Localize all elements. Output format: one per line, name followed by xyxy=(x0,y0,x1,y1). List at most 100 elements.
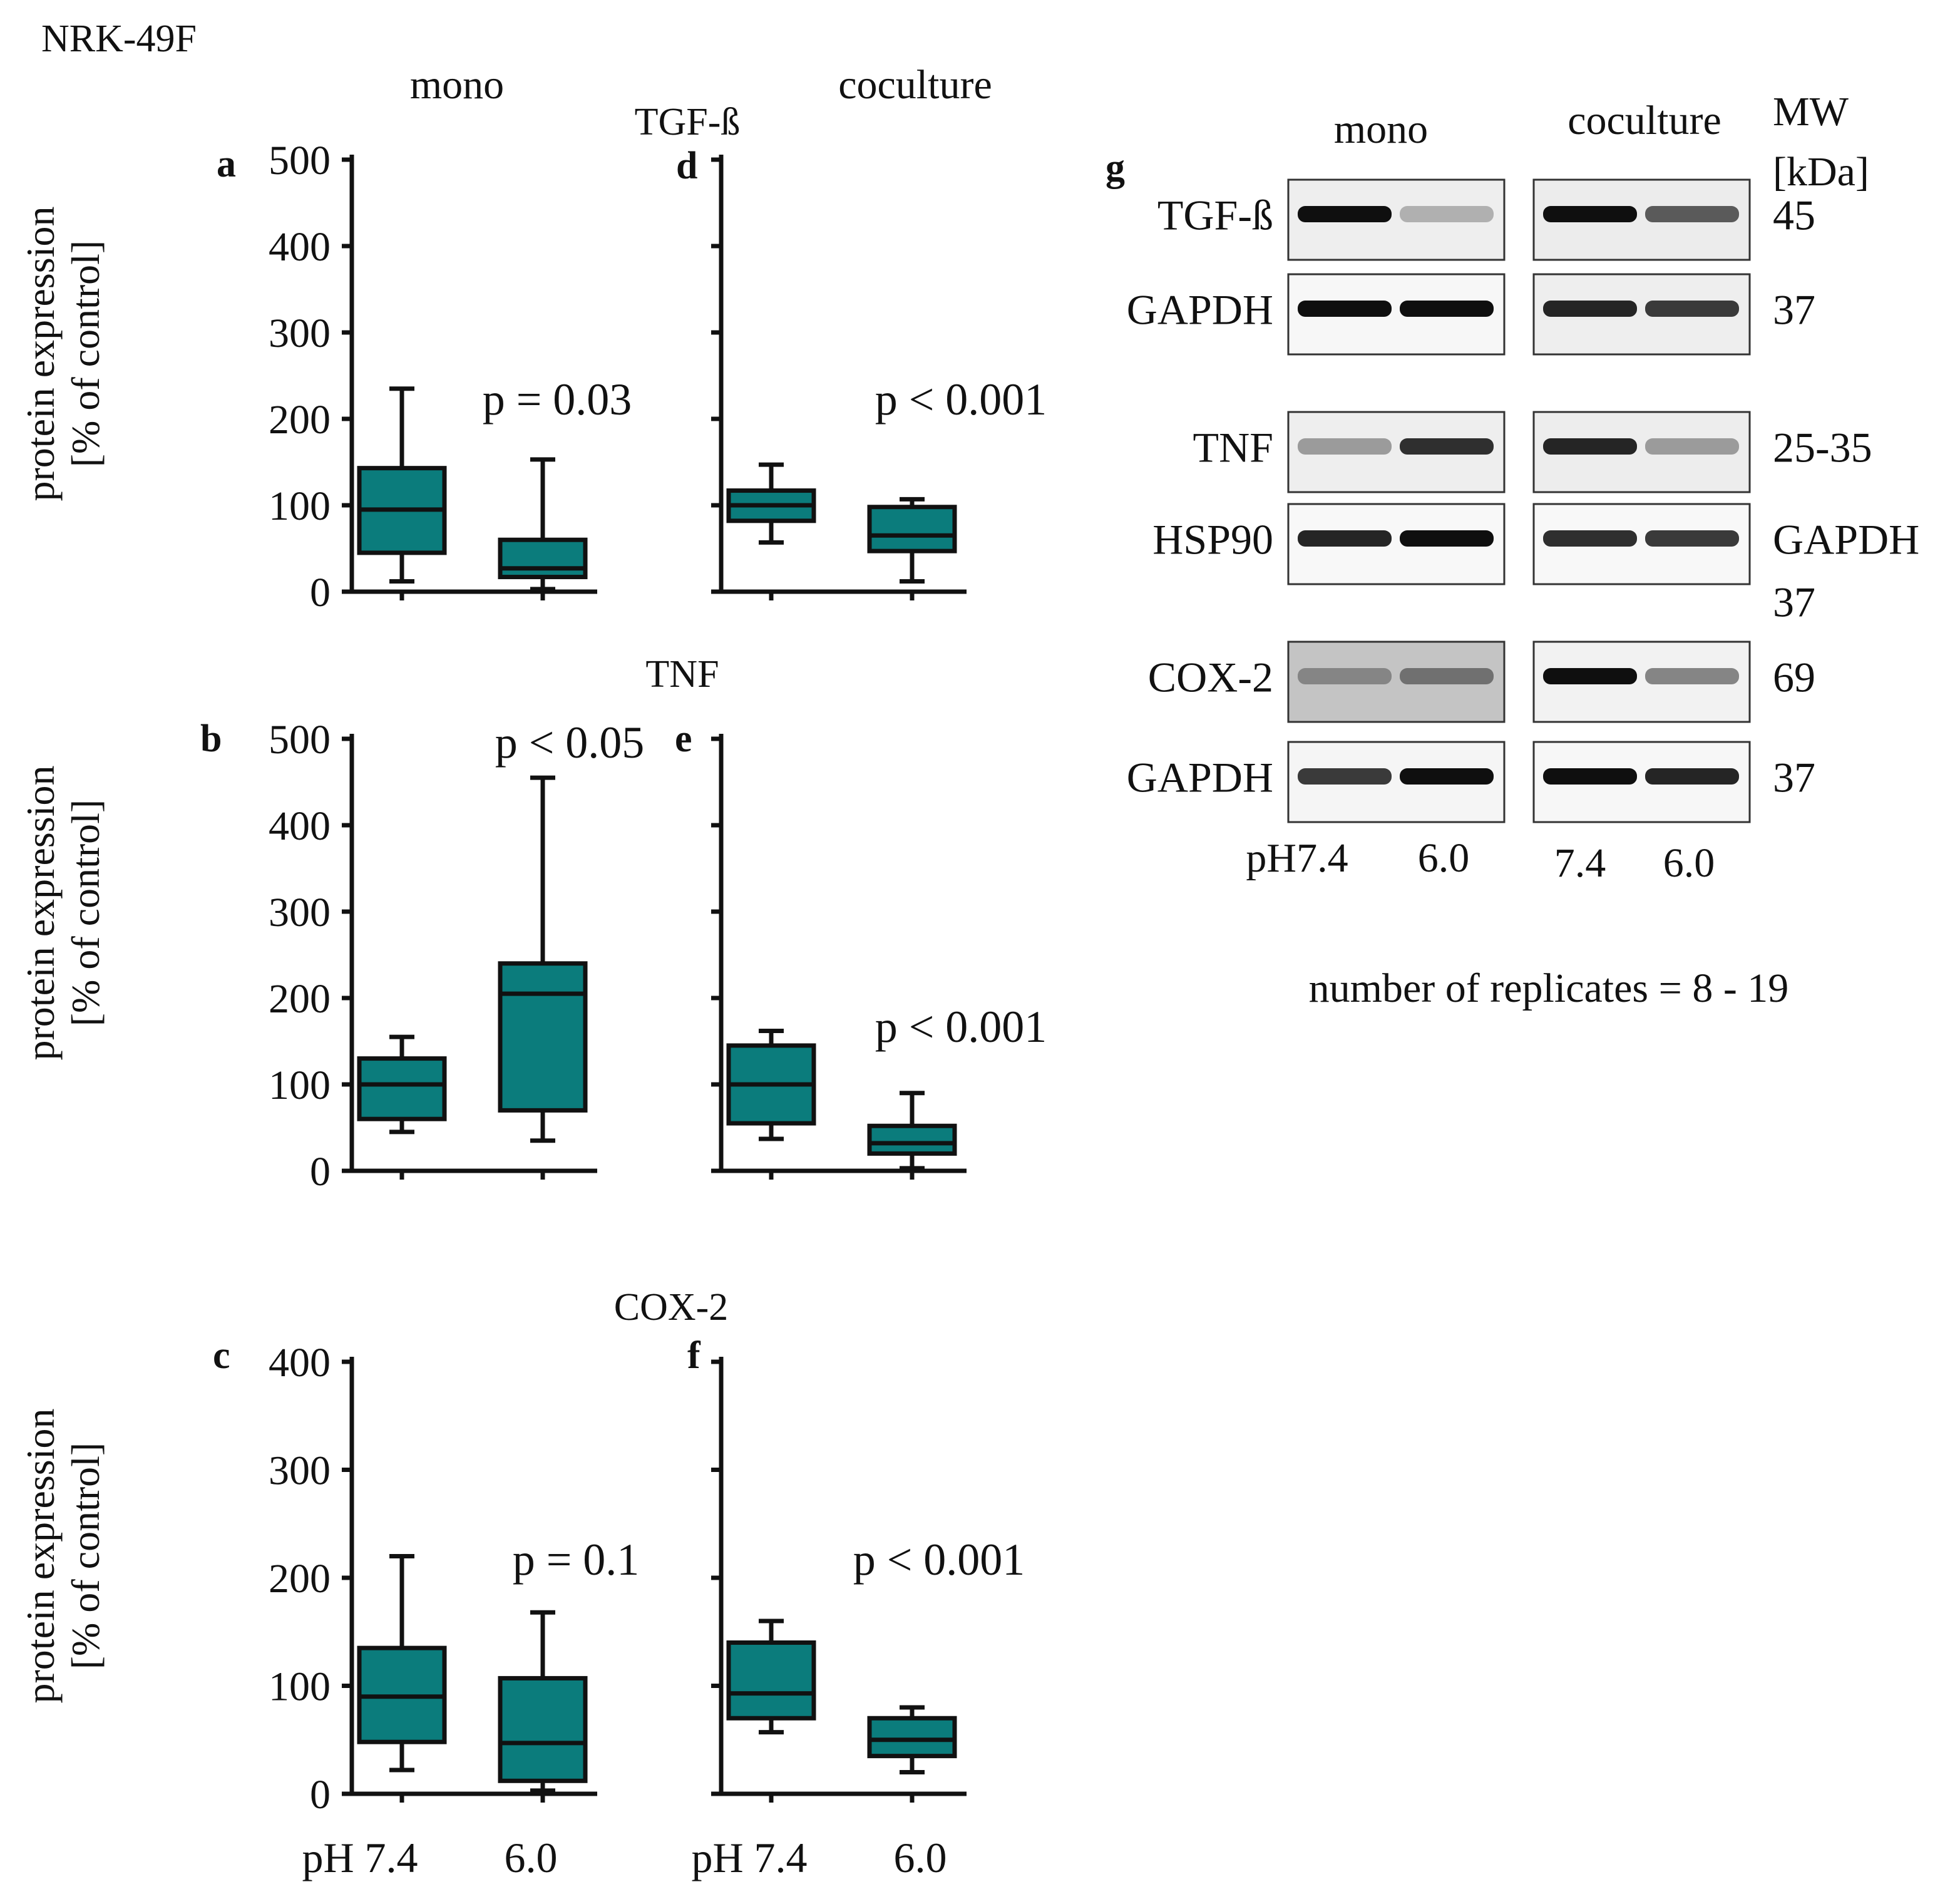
blot-band xyxy=(1400,438,1494,455)
cell-line-label: NRK-49F xyxy=(41,18,197,60)
boxplot-panel-c: 0 100 200 300 400 c p = 0.1 xyxy=(213,1334,639,1818)
blot-band xyxy=(1400,668,1494,685)
box-iqr xyxy=(357,1056,447,1121)
panel-letter: f xyxy=(687,1334,701,1377)
y-tick-label: 400 xyxy=(269,224,331,270)
box-iqr xyxy=(726,1640,816,1721)
x-label-ph-coculture: pH 7.4 xyxy=(691,1834,807,1881)
y-tick-label: 300 xyxy=(269,890,331,935)
boxplot-panel-e: e p < 0.001 xyxy=(675,718,1047,1180)
svg-text:[% of control]: [% of control] xyxy=(63,240,108,468)
panel-letter: d xyxy=(676,145,697,187)
panel-letter: c xyxy=(213,1334,230,1377)
p-value: p < 0.001 xyxy=(875,1002,1047,1052)
blot-protein-label: GAPDH xyxy=(1127,753,1273,801)
blot-protein-label: TNF xyxy=(1193,423,1273,471)
panel-letter: e xyxy=(675,718,692,760)
blot-band xyxy=(1645,668,1739,685)
blot-band xyxy=(1298,768,1392,785)
box-iqr xyxy=(867,1123,957,1156)
blot-header-mono: mono xyxy=(1334,106,1428,152)
blot-mw-label: 45 xyxy=(1773,191,1815,239)
blot-lane-co-ph: 7.4 xyxy=(1554,840,1606,886)
x-label-acid-coculture: 6.0 xyxy=(894,1834,947,1881)
x-label-ph-mono: pH 7.4 xyxy=(302,1834,418,1881)
blot-band xyxy=(1298,206,1392,223)
blot-mw-label: 69 xyxy=(1773,653,1815,701)
row-title-tnf: TNF xyxy=(645,653,719,696)
blot-band xyxy=(1543,206,1637,223)
box-iqr xyxy=(498,961,588,1113)
y-tick-label: 300 xyxy=(269,1448,331,1494)
y-axis-title-row2: protein expression [% of control] xyxy=(18,766,108,1061)
blot-mw-label: 37 xyxy=(1773,753,1815,801)
y-tick-label: 200 xyxy=(269,976,331,1022)
p-value: p < 0.001 xyxy=(853,1535,1025,1585)
y-tick-label: 0 xyxy=(310,570,331,615)
y-tick-label: 500 xyxy=(269,717,331,763)
blot-band xyxy=(1645,206,1739,223)
y-tick-label: 300 xyxy=(269,311,331,356)
svg-text:[% of control]: [% of control] xyxy=(63,1443,108,1670)
panel-letter: a xyxy=(217,143,236,185)
blot-band xyxy=(1298,530,1392,547)
western-blot: TGF-ß 45 GAPDH 37 TNF 25-35 HSP90 GAPDH 37 COX-2 6… xyxy=(1127,178,1919,823)
blot-band xyxy=(1400,206,1494,223)
blot-mw-label: 37 xyxy=(1773,286,1815,333)
boxplot-panel-b: 0 100 200 300 400 500 b p < 0.05 xyxy=(200,717,644,1195)
row-title-cox2: COX-2 xyxy=(614,1286,729,1329)
boxplot-panel-f: f p < 0.001 xyxy=(687,1334,1025,1803)
blot-band xyxy=(1400,301,1494,317)
blot-protein-label: HSP90 xyxy=(1152,515,1273,563)
x-label-acid-mono: 6.0 xyxy=(505,1834,558,1881)
y-tick-label: 500 xyxy=(269,138,331,183)
p-value: p = 0.1 xyxy=(513,1535,640,1585)
y-tick-label: 400 xyxy=(269,1340,331,1386)
blot-band xyxy=(1543,301,1637,317)
y-tick-label: 200 xyxy=(269,1556,331,1602)
blot-band xyxy=(1645,768,1739,785)
blot-lane-mono-acid: 6.0 xyxy=(1418,835,1470,881)
mw-title: MW xyxy=(1773,89,1849,135)
blot-header-coculture: coculture xyxy=(1567,98,1721,143)
box-iqr xyxy=(498,537,588,580)
svg-text:protein expression: protein expression xyxy=(18,1409,63,1704)
svg-text:protein expression: protein expression xyxy=(18,207,63,502)
boxplot-panel-d: d p < 0.001 xyxy=(676,145,1047,600)
box-iqr xyxy=(867,505,957,553)
y-tick-label: 200 xyxy=(269,397,331,443)
p-value: p < 0.05 xyxy=(495,718,645,768)
blot-band xyxy=(1645,301,1739,317)
y-tick-label: 0 xyxy=(310,1772,331,1818)
column-header-coculture: coculture xyxy=(838,62,992,108)
blot-band xyxy=(1400,530,1494,547)
blot-band xyxy=(1543,530,1637,547)
svg-text:protein expression: protein expression xyxy=(18,766,63,1061)
panel-letter-g: g xyxy=(1106,147,1125,189)
y-axis-title-row3: protein expression [% of control] xyxy=(18,1409,108,1704)
blot-protein-label: COX-2 xyxy=(1148,653,1273,701)
blot-band xyxy=(1298,438,1392,455)
boxplot-panel-a: 0 100 200 300 400 500 a p = 0.03 xyxy=(217,138,632,615)
blot-protein-label: TGF-ß xyxy=(1157,191,1273,239)
blot-mw-label: GAPDH xyxy=(1773,515,1919,563)
blot-mw-extra: 37 xyxy=(1773,578,1815,625)
column-header-mono: mono xyxy=(410,62,504,108)
blot-band xyxy=(1645,530,1739,547)
blot-band xyxy=(1298,301,1392,317)
blot-protein-label: GAPDH xyxy=(1127,286,1273,333)
y-tick-label: 400 xyxy=(269,803,331,849)
blot-lane-co-acid: 6.0 xyxy=(1663,840,1715,886)
y-tick-label: 0 xyxy=(310,1149,331,1195)
y-tick-label: 100 xyxy=(269,1063,331,1108)
blot-band xyxy=(1400,768,1494,785)
svg-text:[% of control]: [% of control] xyxy=(63,800,108,1027)
blot-band xyxy=(1543,438,1637,455)
p-value: p < 0.001 xyxy=(875,374,1047,425)
box-iqr xyxy=(867,1716,957,1759)
blot-band xyxy=(1543,668,1637,685)
blot-lane-mono-ph: pH7.4 xyxy=(1246,835,1348,881)
replicates-note: number of replicates = 8 - 19 xyxy=(1309,965,1789,1011)
blot-mw-label: 25-35 xyxy=(1773,423,1872,471)
